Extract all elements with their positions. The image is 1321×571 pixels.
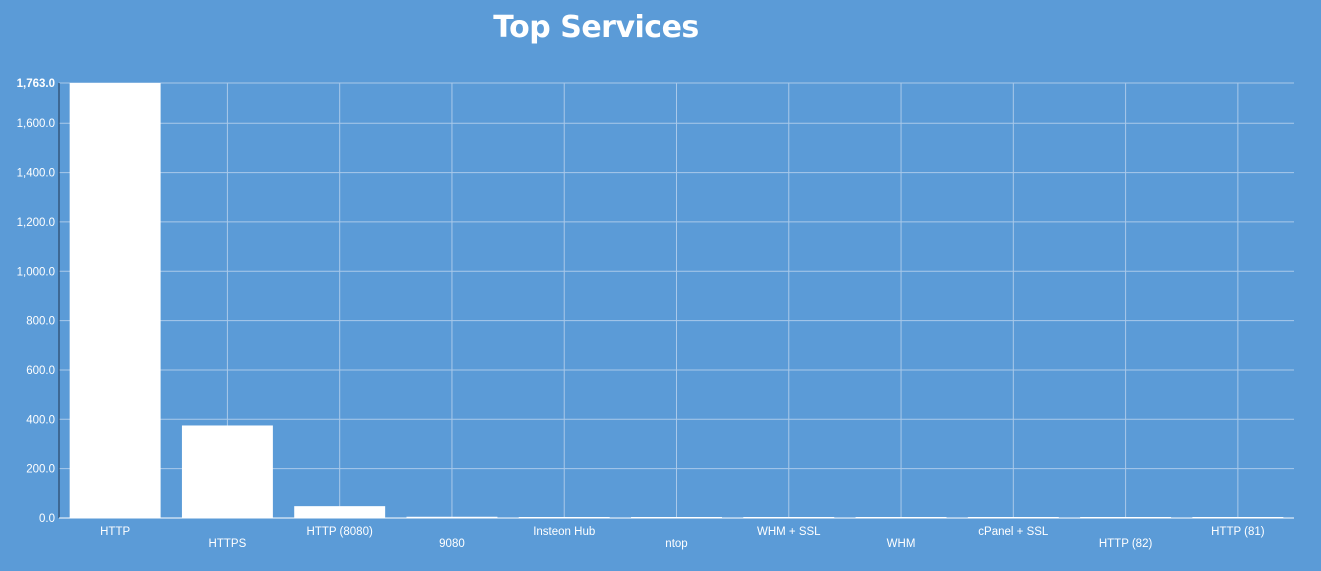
x-tick-label: HTTP (81)	[1211, 526, 1265, 538]
bar-9080[interactable]	[406, 516, 498, 518]
x-tick-label: ntop	[665, 538, 687, 550]
x-tick-label: HTTP (8080)	[307, 526, 373, 538]
bar-https[interactable]	[181, 425, 273, 518]
y-tick-label: 1,000.0	[17, 266, 55, 278]
x-tick-label: cPanel + SSL	[978, 526, 1049, 538]
bar-http[interactable]	[69, 83, 161, 518]
y-tick-label: 600.0	[26, 365, 55, 377]
chart-title: Top Services	[493, 10, 699, 45]
x-tick-labels: HTTP HTTPS HTTP (8080) 9080 Insteon Hub ntop W…	[100, 526, 1265, 550]
bar-http-8080[interactable]	[294, 506, 386, 518]
x-tick-label: 9080	[439, 538, 465, 550]
x-tick-label: Insteon Hub	[533, 526, 595, 538]
x-tick-label: HTTP	[100, 526, 130, 538]
y-tick-label: 1,763.0	[17, 78, 55, 90]
x-tick-label: HTTPS	[209, 538, 247, 550]
bars	[69, 83, 1284, 518]
y-tick-label: 800.0	[26, 316, 55, 328]
y-tick-label: 0.0	[39, 513, 55, 525]
y-tick-label: 1,600.0	[17, 118, 55, 130]
x-tick-label: HTTP (82)	[1099, 538, 1153, 550]
axes	[58, 83, 1294, 519]
x-tick-label: WHM + SSL	[757, 526, 821, 538]
y-tick-label: 200.0	[26, 464, 55, 476]
y-tick-label: 400.0	[26, 414, 55, 426]
x-tick-label: WHM	[887, 538, 916, 550]
y-tick-label: 1,200.0	[17, 217, 55, 229]
y-tick-labels: 0.0 200.0 400.0 600.0 800.0 1,000.0 1,200.0 1,4…	[17, 78, 55, 525]
y-tick-label: 1,400.0	[17, 168, 55, 180]
